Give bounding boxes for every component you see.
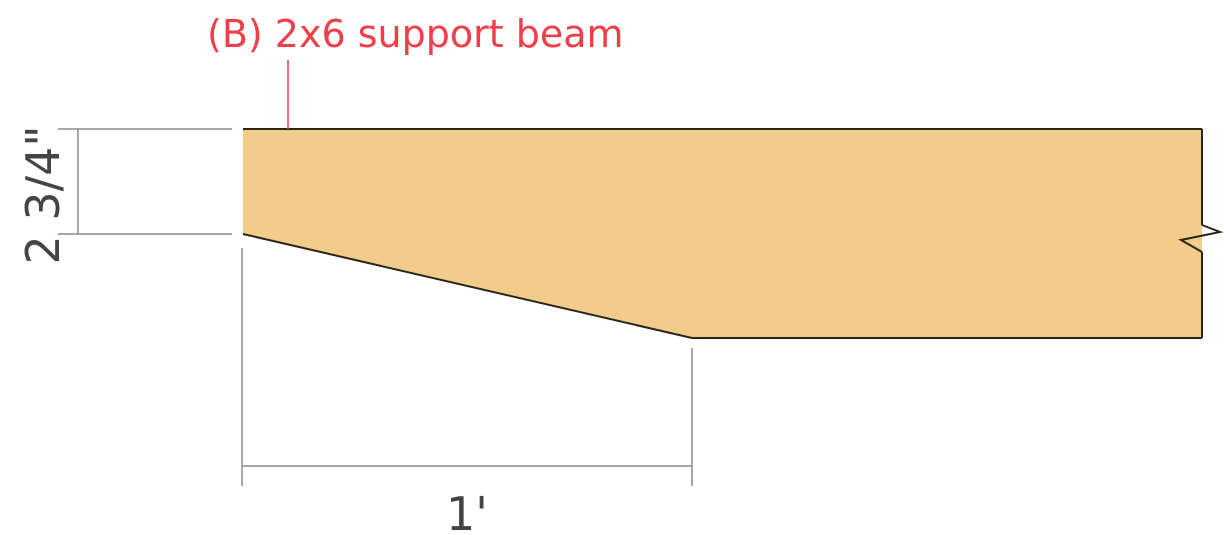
height-dimension-label: 2 3/4" xyxy=(16,125,70,264)
break-line-symbol xyxy=(1178,224,1224,253)
support-beam-shape xyxy=(243,129,1202,338)
height-dimension-lines xyxy=(58,128,232,235)
length-dimension-lines xyxy=(241,248,693,486)
callout-label: (B) 2x6 support beam xyxy=(207,12,624,56)
beam-outline xyxy=(242,128,1203,339)
length-dimension-label: 1' xyxy=(446,487,488,535)
